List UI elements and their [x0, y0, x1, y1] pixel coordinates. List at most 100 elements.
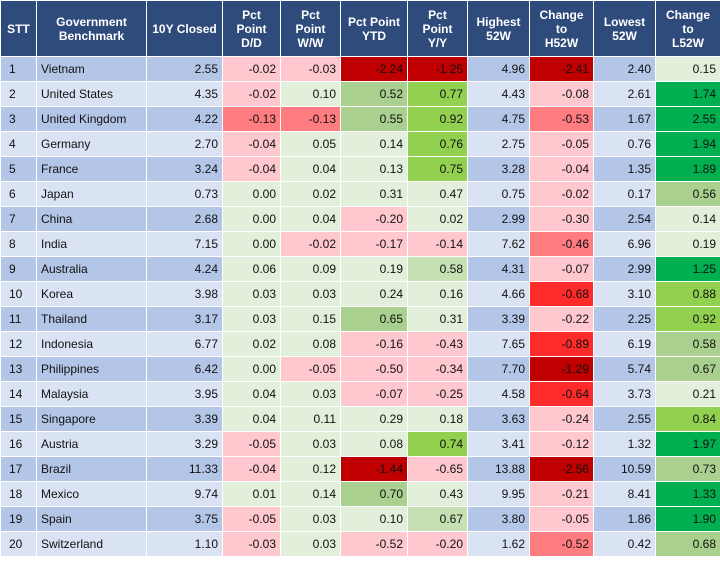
cell-highest-52w[interactable]: 2.99 — [467, 206, 530, 232]
cell-lowest-52w[interactable]: 0.76 — [593, 131, 656, 157]
cell-stt[interactable]: 11 — [0, 306, 37, 332]
cell-change-h52w[interactable]: -0.05 — [529, 131, 594, 157]
cell-change-l52w[interactable]: 1.90 — [655, 506, 720, 532]
table-row[interactable]: 17 Brazil 11.33 -0.04 0.12 -1.44 -0.65 13.88 -2.… — [0, 456, 720, 482]
cell-pct-yy[interactable]: 0.67 — [407, 506, 468, 532]
cell-pct-ytd[interactable]: -0.16 — [340, 331, 408, 357]
cell-country[interactable]: China — [36, 206, 147, 232]
cell-highest-52w[interactable]: 4.58 — [467, 381, 530, 407]
cell-pct-ytd[interactable]: 0.14 — [340, 131, 408, 157]
cell-highest-52w[interactable]: 4.43 — [467, 81, 530, 107]
cell-change-h52w[interactable]: -0.21 — [529, 481, 594, 507]
cell-pct-dd[interactable]: 0.00 — [222, 356, 281, 382]
cell-10y-closed[interactable]: 3.95 — [146, 381, 223, 407]
cell-pct-dd[interactable]: 0.04 — [222, 381, 281, 407]
cell-pct-yy[interactable]: 0.77 — [407, 81, 468, 107]
cell-change-l52w[interactable]: 1.74 — [655, 81, 720, 107]
cell-highest-52w[interactable]: 4.31 — [467, 256, 530, 282]
cell-highest-52w[interactable]: 9.95 — [467, 481, 530, 507]
cell-country[interactable]: Germany — [36, 131, 147, 157]
cell-lowest-52w[interactable]: 8.41 — [593, 481, 656, 507]
cell-pct-yy[interactable]: 0.18 — [407, 406, 468, 432]
cell-pct-ytd[interactable]: -0.50 — [340, 356, 408, 382]
cell-country[interactable]: Mexico — [36, 481, 147, 507]
cell-pct-dd[interactable]: 0.00 — [222, 206, 281, 232]
cell-pct-dd[interactable]: -0.04 — [222, 156, 281, 182]
cell-change-l52w[interactable]: 0.84 — [655, 406, 720, 432]
cell-country[interactable]: Spain — [36, 506, 147, 532]
cell-country[interactable]: Japan — [36, 181, 147, 207]
cell-change-h52w[interactable]: -2.56 — [529, 456, 594, 482]
cell-stt[interactable]: 3 — [0, 106, 37, 132]
cell-pct-ww[interactable]: 0.02 — [280, 181, 341, 207]
cell-10y-closed[interactable]: 6.42 — [146, 356, 223, 382]
cell-stt[interactable]: 7 — [0, 206, 37, 232]
cell-pct-dd[interactable]: -0.04 — [222, 131, 281, 157]
cell-10y-closed[interactable]: 2.70 — [146, 131, 223, 157]
cell-pct-ww[interactable]: -0.02 — [280, 231, 341, 257]
table-row[interactable]: 4 Germany 2.70 -0.04 0.05 0.14 0.76 2.75 -0.05 0.… — [0, 131, 720, 157]
cell-stt[interactable]: 5 — [0, 156, 37, 182]
cell-pct-ww[interactable]: -0.13 — [280, 106, 341, 132]
cell-pct-ww[interactable]: 0.03 — [280, 281, 341, 307]
cell-10y-closed[interactable]: 3.17 — [146, 306, 223, 332]
cell-pct-ytd[interactable]: 0.29 — [340, 406, 408, 432]
cell-pct-ww[interactable]: 0.05 — [280, 131, 341, 157]
cell-change-l52w[interactable]: 0.73 — [655, 456, 720, 482]
cell-lowest-52w[interactable]: 6.19 — [593, 331, 656, 357]
cell-pct-ytd[interactable]: 0.52 — [340, 81, 408, 107]
cell-stt[interactable]: 14 — [0, 381, 37, 407]
cell-lowest-52w[interactable]: 1.86 — [593, 506, 656, 532]
cell-change-l52w[interactable]: 1.25 — [655, 256, 720, 282]
cell-pct-dd[interactable]: -0.13 — [222, 106, 281, 132]
cell-pct-dd[interactable]: 0.00 — [222, 231, 281, 257]
cell-stt[interactable]: 8 — [0, 231, 37, 257]
cell-change-h52w[interactable]: -0.08 — [529, 81, 594, 107]
cell-pct-ytd[interactable]: -2.24 — [340, 56, 408, 82]
cell-lowest-52w[interactable]: 10.59 — [593, 456, 656, 482]
header-pct-point-yy[interactable]: Pct Point Y/Y — [407, 0, 468, 57]
cell-stt[interactable]: 18 — [0, 481, 37, 507]
cell-pct-dd[interactable]: -0.02 — [222, 81, 281, 107]
cell-change-h52w[interactable]: -0.12 — [529, 431, 594, 457]
cell-change-l52w[interactable]: 1.89 — [655, 156, 720, 182]
cell-pct-dd[interactable]: -0.05 — [222, 506, 281, 532]
cell-stt[interactable]: 9 — [0, 256, 37, 282]
table-row[interactable]: 12 Indonesia 6.77 0.02 0.08 -0.16 -0.43 7.65 -0.… — [0, 331, 720, 357]
cell-pct-yy[interactable]: 0.74 — [407, 431, 468, 457]
cell-pct-ytd[interactable]: 0.08 — [340, 431, 408, 457]
cell-pct-ww[interactable]: 0.03 — [280, 381, 341, 407]
header-change-to-l52w[interactable]: Change to L52W — [655, 0, 720, 57]
cell-10y-closed[interactable]: 7.15 — [146, 231, 223, 257]
cell-pct-yy[interactable]: 0.47 — [407, 181, 468, 207]
cell-pct-yy[interactable]: 0.02 — [407, 206, 468, 232]
cell-lowest-52w[interactable]: 1.32 — [593, 431, 656, 457]
cell-highest-52w[interactable]: 1.62 — [467, 531, 530, 557]
cell-lowest-52w[interactable]: 2.54 — [593, 206, 656, 232]
cell-change-h52w[interactable]: -0.46 — [529, 231, 594, 257]
cell-pct-yy[interactable]: -1.25 — [407, 56, 468, 82]
cell-pct-ytd[interactable]: 0.70 — [340, 481, 408, 507]
cell-10y-closed[interactable]: 3.39 — [146, 406, 223, 432]
cell-pct-ww[interactable]: 0.04 — [280, 206, 341, 232]
cell-10y-closed[interactable]: 3.75 — [146, 506, 223, 532]
cell-lowest-52w[interactable]: 1.35 — [593, 156, 656, 182]
cell-pct-ytd[interactable]: -1.44 — [340, 456, 408, 482]
cell-10y-closed[interactable]: 6.77 — [146, 331, 223, 357]
cell-stt[interactable]: 4 — [0, 131, 37, 157]
cell-change-l52w[interactable]: 0.92 — [655, 306, 720, 332]
cell-stt[interactable]: 1 — [0, 56, 37, 82]
cell-change-l52w[interactable]: 0.19 — [655, 231, 720, 257]
cell-change-l52w[interactable]: 0.68 — [655, 531, 720, 557]
cell-lowest-52w[interactable]: 3.10 — [593, 281, 656, 307]
cell-pct-dd[interactable]: 0.04 — [222, 406, 281, 432]
cell-pct-dd[interactable]: -0.03 — [222, 531, 281, 557]
cell-change-h52w[interactable]: -2.41 — [529, 56, 594, 82]
cell-change-h52w[interactable]: -0.52 — [529, 531, 594, 557]
cell-highest-52w[interactable]: 3.80 — [467, 506, 530, 532]
cell-10y-closed[interactable]: 9.74 — [146, 481, 223, 507]
cell-country[interactable]: Switzerland — [36, 531, 147, 557]
table-row[interactable]: 9 Australia 4.24 0.06 0.09 0.19 0.58 4.31 -0.07 2… — [0, 256, 720, 282]
cell-change-l52w[interactable]: 0.67 — [655, 356, 720, 382]
cell-pct-ytd[interactable]: 0.24 — [340, 281, 408, 307]
